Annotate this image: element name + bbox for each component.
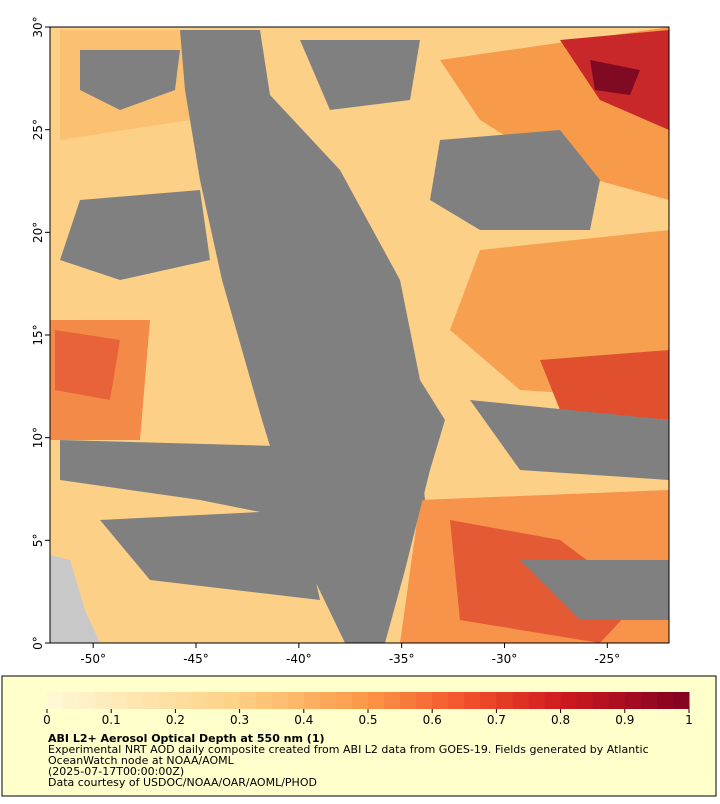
map-imagery	[50, 27, 669, 643]
x-tick-label: -30°	[492, 652, 518, 666]
colorbar-tick-label: 0.9	[615, 713, 634, 727]
colorbar-cell	[368, 692, 385, 709]
colorbar-cell	[672, 692, 690, 709]
colorbar-tick-label: 0.6	[423, 713, 442, 727]
colorbar-cell	[416, 692, 433, 709]
map-title: ABI L2+ Aerosol Optical Depth at 550 nm …	[48, 732, 325, 745]
colorbar-cell	[303, 692, 321, 709]
y-tick-label: 25°	[31, 119, 45, 140]
colorbar-cell	[624, 692, 642, 709]
x-tick-label: -45°	[183, 652, 209, 666]
colorbar-cell	[384, 692, 401, 709]
colorbar-cell	[400, 692, 417, 709]
colorbar-cell	[480, 692, 497, 709]
colorbar-cell	[448, 692, 465, 709]
x-tick-label: -50°	[80, 652, 106, 666]
caption-line: Data courtesy of USDOC/NOAA/OAR/AOML/PHO…	[48, 776, 317, 789]
colorbar-cell	[464, 692, 481, 709]
colorbar-cell	[111, 692, 128, 709]
colorbar-cell	[255, 692, 273, 709]
colorbar-tick-label: 0.5	[358, 713, 377, 727]
y-tick-label: 15°	[31, 324, 45, 345]
colorbar-cell	[159, 692, 176, 709]
colorbar-cell	[143, 692, 160, 709]
colorbar-cell	[560, 692, 578, 709]
colorbar-cell	[512, 692, 529, 709]
colorbar-cell	[640, 692, 658, 709]
colorbar-tick-label: 0.3	[230, 713, 249, 727]
colorbar-tick-label: 0.8	[551, 713, 570, 727]
colorbar-cell	[351, 692, 369, 709]
colorbar-cell	[528, 692, 546, 709]
colorbar-cell	[592, 692, 610, 709]
y-tick-label: 30°	[31, 16, 45, 37]
y-tick-label: 20°	[31, 222, 45, 243]
colorbar-cell	[239, 692, 257, 709]
colorbar-cell	[656, 692, 674, 709]
x-tick-label: -40°	[286, 652, 312, 666]
colorbar-cell	[496, 692, 513, 709]
colorbar-tick-label: 0	[43, 713, 51, 727]
colorbar-cell	[175, 692, 192, 709]
x-tick-label: -35°	[389, 652, 415, 666]
colorbar-tick-label: 0.4	[294, 713, 313, 727]
y-tick-label: 5°	[31, 534, 45, 548]
colorbar-tick-label: 0.7	[487, 713, 506, 727]
colorbar-cell	[79, 692, 96, 709]
colorbar-tick-label: 0.2	[166, 713, 185, 727]
colorbar-cell	[608, 692, 626, 709]
colorbar-cell	[271, 692, 289, 709]
colorbar-cell	[319, 692, 337, 709]
colorbar-cell	[207, 692, 225, 709]
colorbar-cell	[544, 692, 562, 709]
colorbar-cell	[432, 692, 449, 709]
colorbar-tick-label: 1	[685, 713, 693, 727]
caption-line: Experimental NRT AOD daily composite cre…	[48, 743, 649, 756]
colorbar-cell	[576, 692, 594, 709]
colorbar-cell	[191, 692, 208, 709]
x-tick-label: -25°	[595, 652, 621, 666]
caption-line: (2025-07-17T00:00:00Z)	[48, 765, 184, 778]
colorbar-cell	[95, 692, 112, 709]
colorbar-cell	[287, 692, 305, 709]
colorbar-cell	[335, 692, 353, 709]
colorbar-cell	[63, 692, 80, 709]
colorbar-cell	[47, 692, 64, 709]
colorbar-tick-label: 0.1	[102, 713, 121, 727]
colorbar-cell	[127, 692, 144, 709]
caption-line: OceanWatch node at NOAA/AOML	[48, 754, 235, 767]
y-tick-label: 10°	[31, 427, 45, 448]
colorbar-cell	[223, 692, 241, 709]
y-tick-label: 0°	[31, 636, 45, 650]
